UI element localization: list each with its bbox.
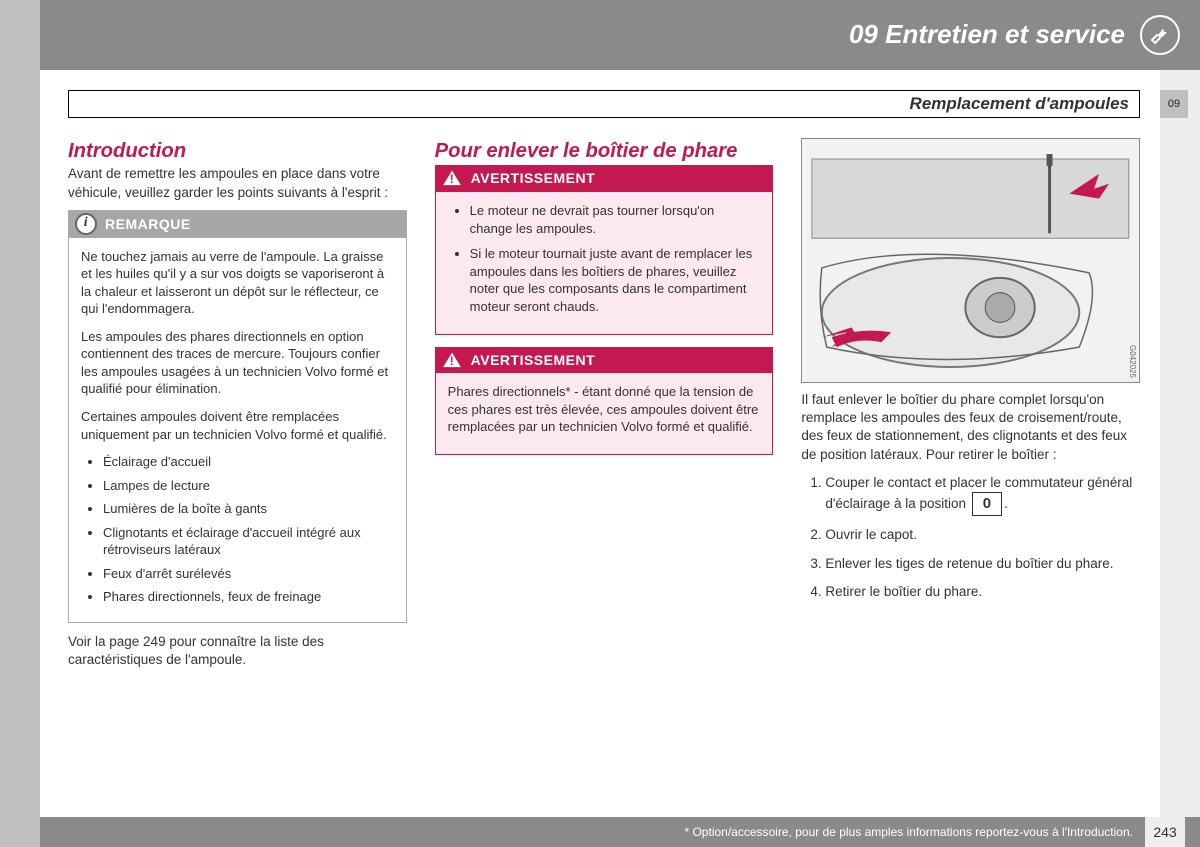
- chapter-tab: 09: [1160, 90, 1188, 118]
- step-1: Couper le contact et placer le commutate…: [825, 474, 1140, 516]
- list-item: Lumières de la boîte à gants: [103, 500, 394, 518]
- warning-header: ! AVERTISSEMENT: [435, 347, 774, 374]
- warn2-text: Phares directionnels* - étant donné que …: [448, 383, 761, 436]
- chapter-header: 09 Entretien et service: [40, 0, 1200, 70]
- svg-text:!: !: [449, 354, 453, 368]
- footer-bar: * Option/accessoire, pour de plus amples…: [40, 817, 1200, 847]
- intro-heading: Introduction: [68, 138, 407, 165]
- step-3: Enlever les tiges de retenue du boîtier …: [825, 555, 1140, 573]
- note-p3: Certaines ampoules doivent être remplacé…: [81, 408, 394, 443]
- warning-icon: !: [441, 168, 463, 187]
- note-body: Ne touchez jamais au verre de l'ampoule.…: [69, 238, 406, 622]
- col3-intro: Il faut enlever le boîtier du phare comp…: [801, 391, 1140, 464]
- column-3: G042025 Il faut enlever le boîtier du ph…: [801, 138, 1140, 787]
- column-2: Pour enlever le boîtier de phare ! AVERT…: [435, 138, 774, 787]
- list-item: Lampes de lecture: [103, 477, 394, 495]
- intro-text: Avant de remettre les ampoules en place …: [68, 165, 407, 201]
- list-item: Clignotants et éclairage d'accueil intég…: [103, 524, 394, 559]
- warning-icon: !: [441, 350, 463, 369]
- warning-box-1: ! AVERTISSEMENT Le moteur ne devrait pas…: [435, 165, 774, 334]
- note-p1: Ne touchez jamais au verre de l'ampoule.…: [81, 248, 394, 318]
- step-2: Ouvrir le capot.: [825, 526, 1140, 544]
- warning-title: AVERTISSEMENT: [471, 352, 595, 368]
- content-area: Introduction Avant de remettre les ampou…: [68, 138, 1140, 787]
- warning-body: Phares directionnels* - étant donné que …: [435, 373, 774, 455]
- note-p2: Les ampoules des phares directionnels en…: [81, 328, 394, 398]
- footer-note: * Option/accessoire, pour de plus amples…: [684, 824, 1133, 840]
- zero-position-box: 0: [972, 492, 1002, 516]
- warn-item: Si le moteur tournait juste avant de rem…: [470, 245, 761, 315]
- warning-title: AVERTISSEMENT: [471, 170, 595, 186]
- page-number: 243: [1145, 817, 1185, 847]
- col2-heading: Pour enlever le boîtier de phare: [435, 138, 774, 165]
- list-item: Éclairage d'accueil: [103, 453, 394, 471]
- note-header: i REMARQUE: [69, 211, 406, 238]
- column-1: Introduction Avant de remettre les ampou…: [68, 138, 407, 787]
- wrench-icon: [1140, 15, 1180, 55]
- info-icon: i: [75, 213, 97, 235]
- warning-header: ! AVERTISSEMENT: [435, 165, 774, 192]
- note-list: Éclairage d'accueil Lampes de lecture Lu…: [81, 453, 394, 606]
- list-item: Phares directionnels, feux de freinage: [103, 588, 394, 606]
- chapter-title: 09 Entretien et service: [849, 17, 1125, 52]
- warning-box-2: ! AVERTISSEMENT Phares directionnels* - …: [435, 347, 774, 456]
- step-4: Retirer le boîtier du phare.: [825, 583, 1140, 601]
- right-sidebar: [1160, 0, 1200, 847]
- note-title: REMARQUE: [105, 216, 191, 232]
- warning-body: Le moteur ne devrait pas tourner lorsqu'…: [435, 192, 774, 334]
- left-sidebar: [0, 0, 40, 847]
- list-item: Feux d'arrêt surélevés: [103, 565, 394, 583]
- image-id: G042025: [1126, 345, 1137, 378]
- warn-item: Le moteur ne devrait pas tourner lorsqu'…: [470, 202, 761, 237]
- section-title: Remplacement d'ampoules: [910, 93, 1129, 116]
- headlight-diagram: G042025: [801, 138, 1140, 383]
- section-header-box: Remplacement d'ampoules: [68, 90, 1140, 118]
- after-note-text: Voir la page 249 pour connaître la liste…: [68, 633, 407, 669]
- note-box: i REMARQUE Ne touchez jamais au verre de…: [68, 210, 407, 623]
- svg-text:!: !: [449, 172, 453, 186]
- steps-list: Couper le contact et placer le commutate…: [801, 474, 1140, 601]
